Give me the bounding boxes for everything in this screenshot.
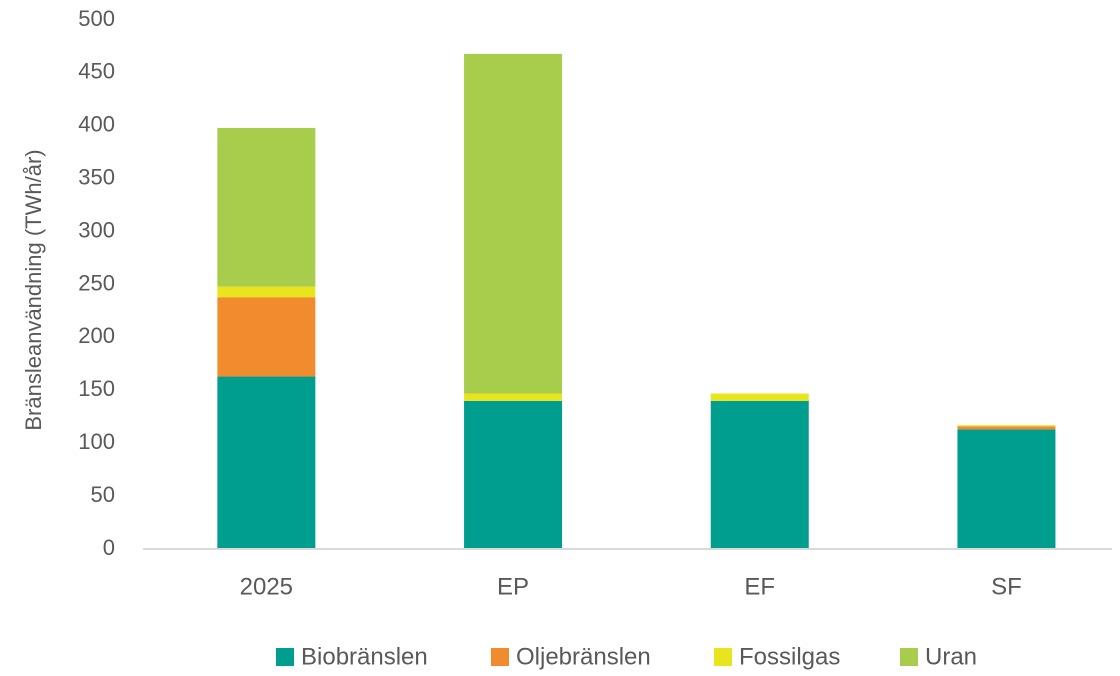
- bar-segment: [710, 393, 809, 401]
- legend-swatch: [900, 648, 918, 666]
- x-tick-label: SF: [991, 573, 1022, 600]
- legend-label: Uran: [925, 643, 977, 670]
- legend-swatch: [276, 648, 294, 666]
- bar-segment: [957, 425, 1056, 427]
- y-tick-label: 200: [78, 323, 115, 348]
- y-tick-label: 0: [103, 535, 115, 560]
- legend-label: Biobränslen: [301, 643, 428, 670]
- y-tick-label: 450: [78, 59, 115, 84]
- bar-segment: [710, 400, 809, 549]
- legend-swatch: [491, 648, 509, 666]
- bar-segment: [464, 53, 563, 394]
- x-tick-label: EF: [744, 573, 775, 600]
- y-tick-label: 50: [91, 482, 115, 507]
- bar-segment: [957, 429, 1056, 549]
- y-axis-label: Bränsleanvändning (TWh/år): [21, 149, 46, 430]
- y-tick-label: 250: [78, 270, 115, 295]
- bar-segment: [957, 426, 1056, 430]
- bar-segment: [464, 400, 563, 549]
- y-tick-label: 350: [78, 165, 115, 190]
- y-tick-label: 150: [78, 376, 115, 401]
- x-tick-label: EP: [497, 573, 529, 600]
- y-tick-label: 100: [78, 429, 115, 454]
- legend-swatch: [714, 648, 732, 666]
- bar-segment: [217, 376, 316, 549]
- y-tick-label: 400: [78, 112, 115, 137]
- bar-segment: [217, 127, 316, 287]
- y-tick-label: 500: [78, 6, 115, 31]
- legend-label: Fossilgas: [739, 643, 840, 670]
- x-tick-label: 2025: [240, 573, 293, 600]
- bar-segment: [217, 297, 316, 377]
- bar-segment: [464, 393, 563, 401]
- legend-label: Oljebränslen: [516, 643, 651, 670]
- bar-segment: [217, 286, 316, 298]
- y-tick-label: 300: [78, 217, 115, 242]
